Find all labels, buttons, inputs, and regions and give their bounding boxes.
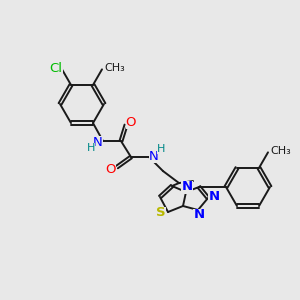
Text: Cl: Cl	[50, 62, 62, 75]
Text: CH₃: CH₃	[270, 146, 291, 156]
Text: N: N	[194, 208, 205, 221]
Text: CH₃: CH₃	[104, 63, 125, 74]
Text: H: H	[157, 144, 165, 154]
Text: H: H	[87, 143, 95, 153]
Text: N: N	[208, 190, 220, 202]
Text: O: O	[126, 116, 136, 129]
Text: S: S	[156, 206, 166, 220]
Text: N: N	[149, 150, 159, 163]
Text: O: O	[106, 163, 116, 176]
Text: N: N	[93, 136, 103, 148]
Text: N: N	[182, 181, 193, 194]
